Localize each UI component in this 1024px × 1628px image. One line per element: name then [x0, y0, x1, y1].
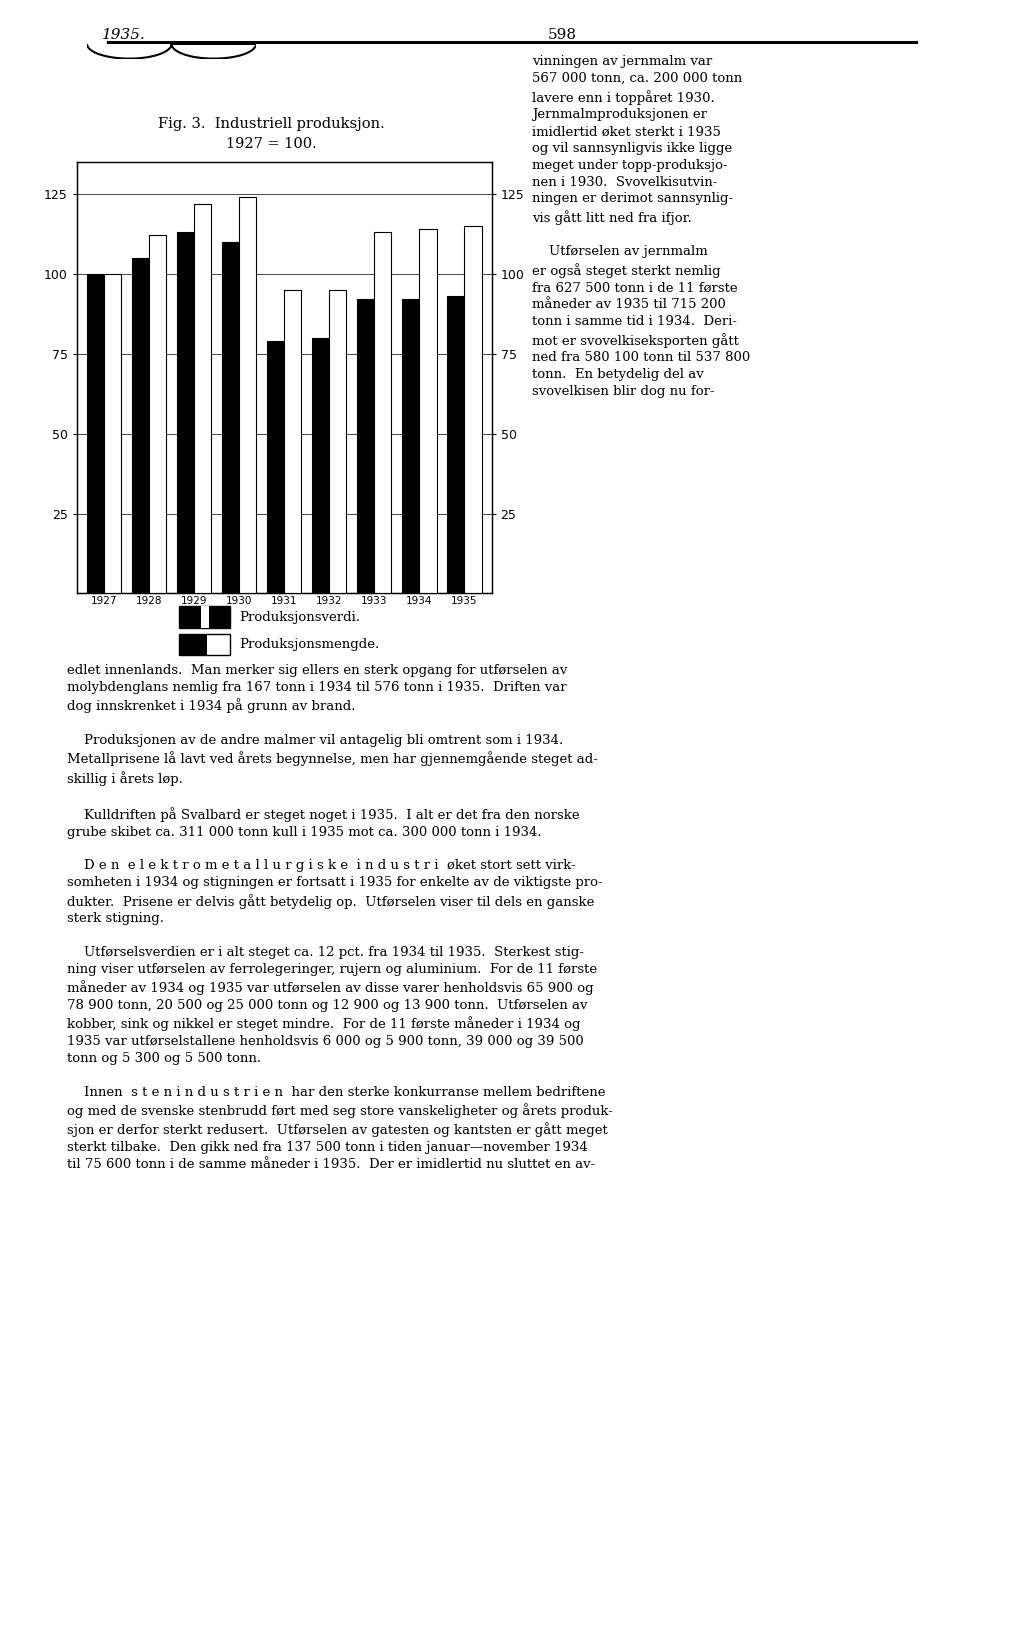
- Bar: [357, 300, 375, 594]
- Bar: [312, 337, 330, 594]
- Bar: [330, 290, 346, 594]
- Bar: [222, 243, 239, 594]
- Bar: [402, 300, 420, 594]
- Bar: [103, 274, 121, 594]
- Bar: [420, 230, 436, 594]
- Bar: [375, 233, 391, 594]
- Text: 1935.: 1935.: [102, 28, 146, 42]
- Bar: [194, 204, 211, 594]
- Text: vinningen av jernmalm var
567 000 tonn, ca. 200 000 tonn
lavere enn i toppåret 1: vinningen av jernmalm var 567 000 tonn, …: [532, 55, 751, 397]
- Bar: [148, 236, 166, 594]
- Text: Produksjonsverdi.: Produksjonsverdi.: [240, 610, 360, 624]
- Bar: [447, 296, 465, 594]
- Bar: [132, 257, 148, 594]
- Bar: [465, 226, 481, 594]
- Text: 1927 = 100.: 1927 = 100.: [226, 137, 316, 151]
- Text: edlet innenlands.  Man merker sig ellers en sterk opgang for utførselen av
molyb: edlet innenlands. Man merker sig ellers …: [67, 664, 612, 1171]
- Bar: [285, 290, 301, 594]
- Text: Fig. 3.  Industriell produksjon.: Fig. 3. Industriell produksjon.: [158, 117, 385, 132]
- Bar: [239, 197, 256, 594]
- Text: 598: 598: [548, 28, 577, 42]
- Bar: [87, 274, 103, 594]
- Bar: [177, 233, 194, 594]
- Bar: [267, 340, 285, 594]
- Text: Produksjonsmengde.: Produksjonsmengde.: [240, 638, 380, 651]
